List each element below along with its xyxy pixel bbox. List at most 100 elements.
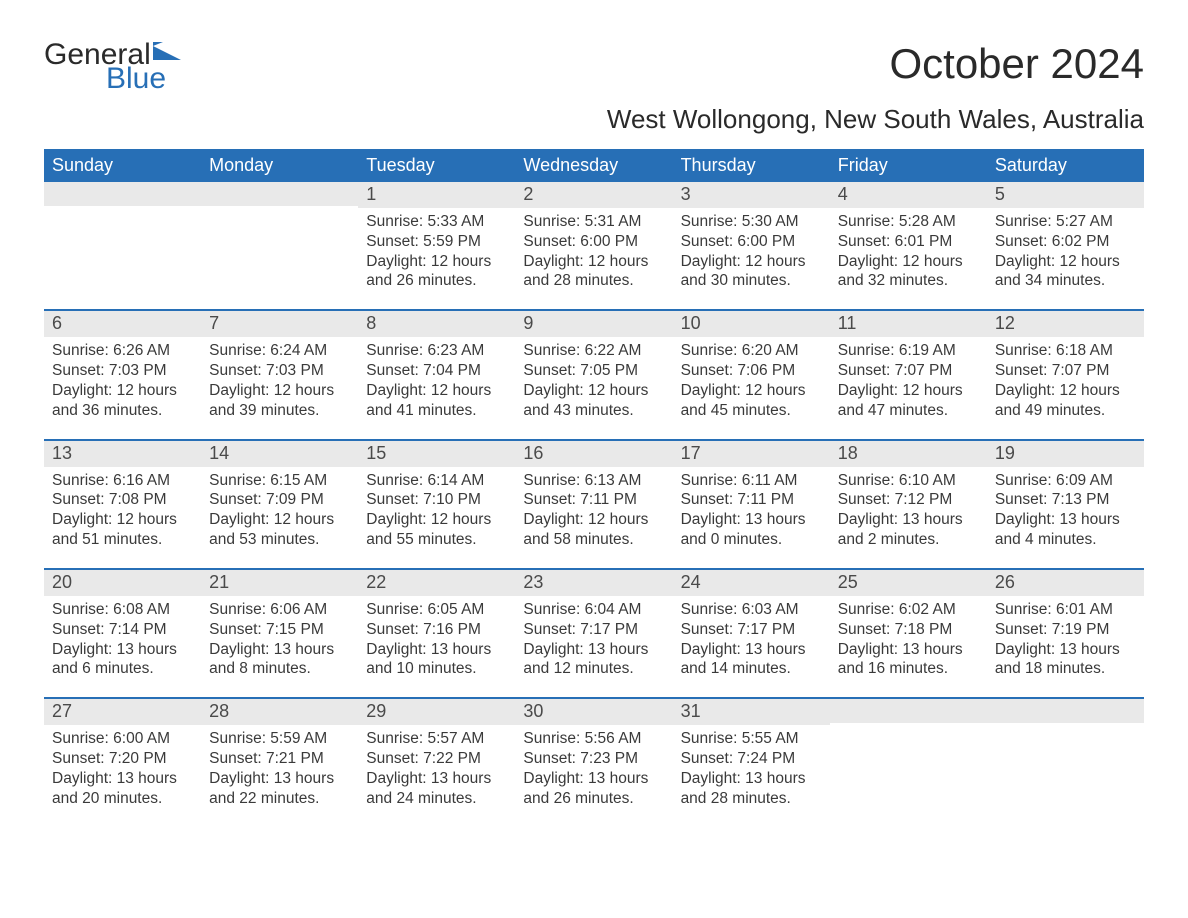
day-cell: 26Sunrise: 6:01 AMSunset: 7:19 PMDayligh… xyxy=(987,570,1144,697)
day-body: Sunrise: 6:08 AMSunset: 7:14 PMDaylight:… xyxy=(44,596,201,679)
day-number: 11 xyxy=(830,311,987,337)
daylight-line1: Daylight: 13 hours xyxy=(681,510,822,530)
daylight-line2: and 39 minutes. xyxy=(209,401,350,421)
day-number: 18 xyxy=(830,441,987,467)
day-number: 8 xyxy=(358,311,515,337)
day-body: Sunrise: 6:13 AMSunset: 7:11 PMDaylight:… xyxy=(515,467,672,550)
daylight-line1: Daylight: 13 hours xyxy=(209,640,350,660)
day-body: Sunrise: 6:24 AMSunset: 7:03 PMDaylight:… xyxy=(201,337,358,420)
day-cell: 13Sunrise: 6:16 AMSunset: 7:08 PMDayligh… xyxy=(44,441,201,568)
day-number: 10 xyxy=(673,311,830,337)
daylight-line1: Daylight: 13 hours xyxy=(681,769,822,789)
day-body: Sunrise: 5:59 AMSunset: 7:21 PMDaylight:… xyxy=(201,725,358,808)
day-cell: 17Sunrise: 6:11 AMSunset: 7:11 PMDayligh… xyxy=(673,441,830,568)
daylight-line1: Daylight: 12 hours xyxy=(523,510,664,530)
daylight-line2: and 41 minutes. xyxy=(366,401,507,421)
logo: General Blue xyxy=(44,40,183,94)
daylight-line1: Daylight: 12 hours xyxy=(995,381,1136,401)
daylight-line2: and 0 minutes. xyxy=(681,530,822,550)
daylight-line1: Daylight: 12 hours xyxy=(366,510,507,530)
day-cell: 11Sunrise: 6:19 AMSunset: 7:07 PMDayligh… xyxy=(830,311,987,438)
sunrise-text: Sunrise: 5:57 AM xyxy=(366,729,507,749)
sunrise-text: Sunrise: 6:06 AM xyxy=(209,600,350,620)
sunset-text: Sunset: 7:10 PM xyxy=(366,490,507,510)
day-cell: 28Sunrise: 5:59 AMSunset: 7:21 PMDayligh… xyxy=(201,699,358,826)
sunrise-text: Sunrise: 6:22 AM xyxy=(523,341,664,361)
daylight-line2: and 28 minutes. xyxy=(681,789,822,809)
weeks-container: 1Sunrise: 5:33 AMSunset: 5:59 PMDaylight… xyxy=(44,182,1144,827)
daylight-line2: and 58 minutes. xyxy=(523,530,664,550)
week-row: 13Sunrise: 6:16 AMSunset: 7:08 PMDayligh… xyxy=(44,439,1144,568)
day-body: Sunrise: 6:15 AMSunset: 7:09 PMDaylight:… xyxy=(201,467,358,550)
day-body: Sunrise: 6:22 AMSunset: 7:05 PMDaylight:… xyxy=(515,337,672,420)
day-cell: 10Sunrise: 6:20 AMSunset: 7:06 PMDayligh… xyxy=(673,311,830,438)
daylight-line1: Daylight: 12 hours xyxy=(523,252,664,272)
day-number: 30 xyxy=(515,699,672,725)
day-number xyxy=(987,699,1144,723)
day-cell: 8Sunrise: 6:23 AMSunset: 7:04 PMDaylight… xyxy=(358,311,515,438)
day-number: 4 xyxy=(830,182,987,208)
day-cell: 3Sunrise: 5:30 AMSunset: 6:00 PMDaylight… xyxy=(673,182,830,309)
day-number: 23 xyxy=(515,570,672,596)
daylight-line1: Daylight: 12 hours xyxy=(995,252,1136,272)
sunrise-text: Sunrise: 5:55 AM xyxy=(681,729,822,749)
day-body: Sunrise: 5:30 AMSunset: 6:00 PMDaylight:… xyxy=(673,208,830,291)
day-cell: 29Sunrise: 5:57 AMSunset: 7:22 PMDayligh… xyxy=(358,699,515,826)
day-body: Sunrise: 6:26 AMSunset: 7:03 PMDaylight:… xyxy=(44,337,201,420)
day-number: 17 xyxy=(673,441,830,467)
day-body xyxy=(830,723,987,727)
sunrise-text: Sunrise: 6:10 AM xyxy=(838,471,979,491)
day-body: Sunrise: 5:27 AMSunset: 6:02 PMDaylight:… xyxy=(987,208,1144,291)
sunset-text: Sunset: 7:20 PM xyxy=(52,749,193,769)
sunset-text: Sunset: 6:01 PM xyxy=(838,232,979,252)
daylight-line1: Daylight: 12 hours xyxy=(52,381,193,401)
day-number: 31 xyxy=(673,699,830,725)
sunset-text: Sunset: 7:19 PM xyxy=(995,620,1136,640)
day-number xyxy=(830,699,987,723)
daylight-line1: Daylight: 13 hours xyxy=(995,510,1136,530)
daylight-line2: and 2 minutes. xyxy=(838,530,979,550)
day-body: Sunrise: 6:03 AMSunset: 7:17 PMDaylight:… xyxy=(673,596,830,679)
day-cell: 15Sunrise: 6:14 AMSunset: 7:10 PMDayligh… xyxy=(358,441,515,568)
sunset-text: Sunset: 7:22 PM xyxy=(366,749,507,769)
day-cell xyxy=(201,182,358,309)
daylight-line1: Daylight: 13 hours xyxy=(681,640,822,660)
sunrise-text: Sunrise: 6:03 AM xyxy=(681,600,822,620)
week-row: 1Sunrise: 5:33 AMSunset: 5:59 PMDaylight… xyxy=(44,182,1144,309)
day-number: 6 xyxy=(44,311,201,337)
dow-monday: Monday xyxy=(201,149,358,182)
daylight-line2: and 4 minutes. xyxy=(995,530,1136,550)
day-number: 28 xyxy=(201,699,358,725)
day-cell: 23Sunrise: 6:04 AMSunset: 7:17 PMDayligh… xyxy=(515,570,672,697)
sunset-text: Sunset: 7:11 PM xyxy=(681,490,822,510)
sunrise-text: Sunrise: 5:59 AM xyxy=(209,729,350,749)
daylight-line2: and 32 minutes. xyxy=(838,271,979,291)
day-body: Sunrise: 6:00 AMSunset: 7:20 PMDaylight:… xyxy=(44,725,201,808)
week-row: 20Sunrise: 6:08 AMSunset: 7:14 PMDayligh… xyxy=(44,568,1144,697)
daylight-line2: and 14 minutes. xyxy=(681,659,822,679)
daylight-line1: Daylight: 12 hours xyxy=(838,252,979,272)
month-title: October 2024 xyxy=(889,40,1144,88)
daylight-line2: and 43 minutes. xyxy=(523,401,664,421)
daylight-line2: and 26 minutes. xyxy=(523,789,664,809)
day-body: Sunrise: 5:31 AMSunset: 6:00 PMDaylight:… xyxy=(515,208,672,291)
sunrise-text: Sunrise: 6:20 AM xyxy=(681,341,822,361)
daylight-line2: and 36 minutes. xyxy=(52,401,193,421)
daylight-line2: and 34 minutes. xyxy=(995,271,1136,291)
sunrise-text: Sunrise: 6:15 AM xyxy=(209,471,350,491)
sunrise-text: Sunrise: 6:01 AM xyxy=(995,600,1136,620)
sunset-text: Sunset: 7:11 PM xyxy=(523,490,664,510)
day-number: 24 xyxy=(673,570,830,596)
day-cell: 4Sunrise: 5:28 AMSunset: 6:01 PMDaylight… xyxy=(830,182,987,309)
day-cell: 22Sunrise: 6:05 AMSunset: 7:16 PMDayligh… xyxy=(358,570,515,697)
sunset-text: Sunset: 7:24 PM xyxy=(681,749,822,769)
daylight-line2: and 49 minutes. xyxy=(995,401,1136,421)
day-body: Sunrise: 6:06 AMSunset: 7:15 PMDaylight:… xyxy=(201,596,358,679)
daylight-line2: and 24 minutes. xyxy=(366,789,507,809)
sunrise-text: Sunrise: 6:09 AM xyxy=(995,471,1136,491)
day-cell: 30Sunrise: 5:56 AMSunset: 7:23 PMDayligh… xyxy=(515,699,672,826)
day-number: 2 xyxy=(515,182,672,208)
day-number xyxy=(201,182,358,206)
daylight-line2: and 10 minutes. xyxy=(366,659,507,679)
sunrise-text: Sunrise: 5:30 AM xyxy=(681,212,822,232)
